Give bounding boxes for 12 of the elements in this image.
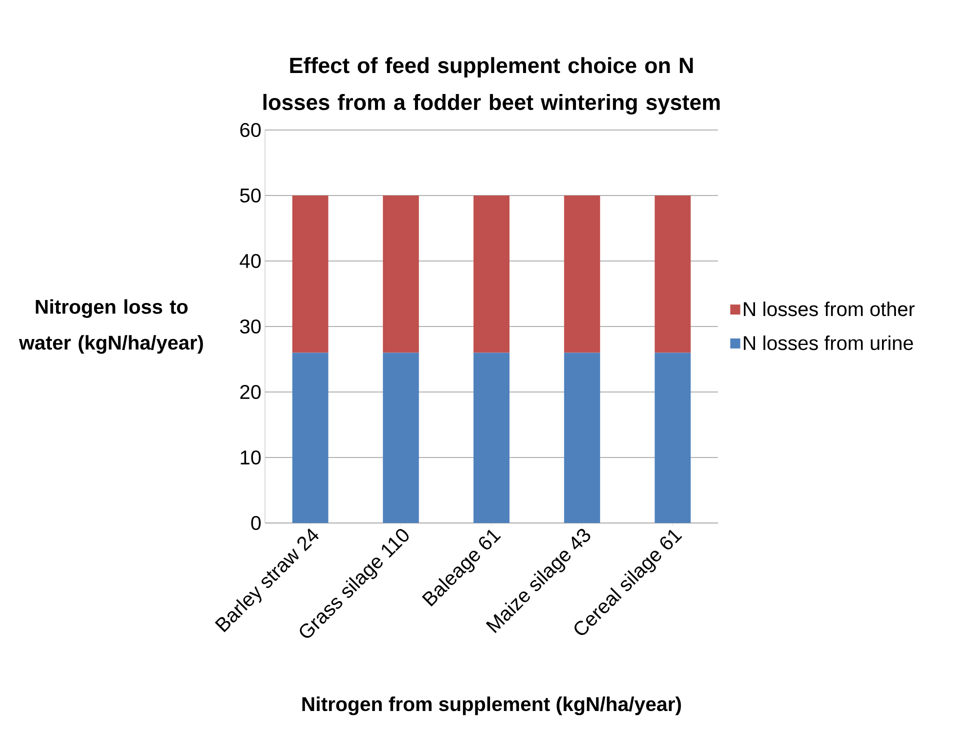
- y-tick-label: 10: [240, 450, 261, 465]
- chart-title: Effect of feed supplement choice on N losses from a fodder beet wintering system: [263, 57, 720, 114]
- y-tick-label: 50: [240, 188, 261, 203]
- legend-label: N losses from urine: [744, 335, 913, 350]
- y-tick-label: 60: [240, 122, 261, 138]
- legend-label: N losses from other: [744, 302, 915, 316]
- y-axis-title: Nitrogen loss to water (kgN/ha/year): [18, 299, 203, 354]
- x-axis-title: Nitrogen from supplement (kgN/ha/year): [302, 696, 681, 716]
- y-tick-label: 0: [251, 516, 261, 530]
- y-tick-label: 30: [240, 319, 261, 334]
- y-tick-label: 40: [240, 254, 261, 268]
- y-tick-label: 20: [240, 384, 261, 400]
